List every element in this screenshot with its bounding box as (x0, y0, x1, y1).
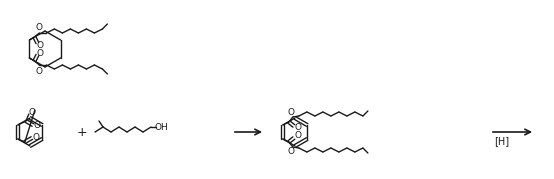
Text: O: O (32, 134, 39, 142)
Text: O: O (36, 67, 43, 76)
Text: O: O (294, 132, 301, 141)
Text: O: O (37, 49, 44, 57)
Text: O: O (28, 108, 35, 117)
Text: O: O (288, 108, 294, 117)
Text: O: O (294, 122, 301, 132)
Text: O: O (36, 23, 43, 32)
Text: O: O (33, 120, 40, 129)
Text: OH: OH (154, 122, 168, 132)
Text: +: + (76, 125, 88, 139)
Text: [H]: [H] (494, 136, 510, 146)
Text: O: O (288, 147, 294, 156)
Text: O: O (37, 40, 44, 50)
